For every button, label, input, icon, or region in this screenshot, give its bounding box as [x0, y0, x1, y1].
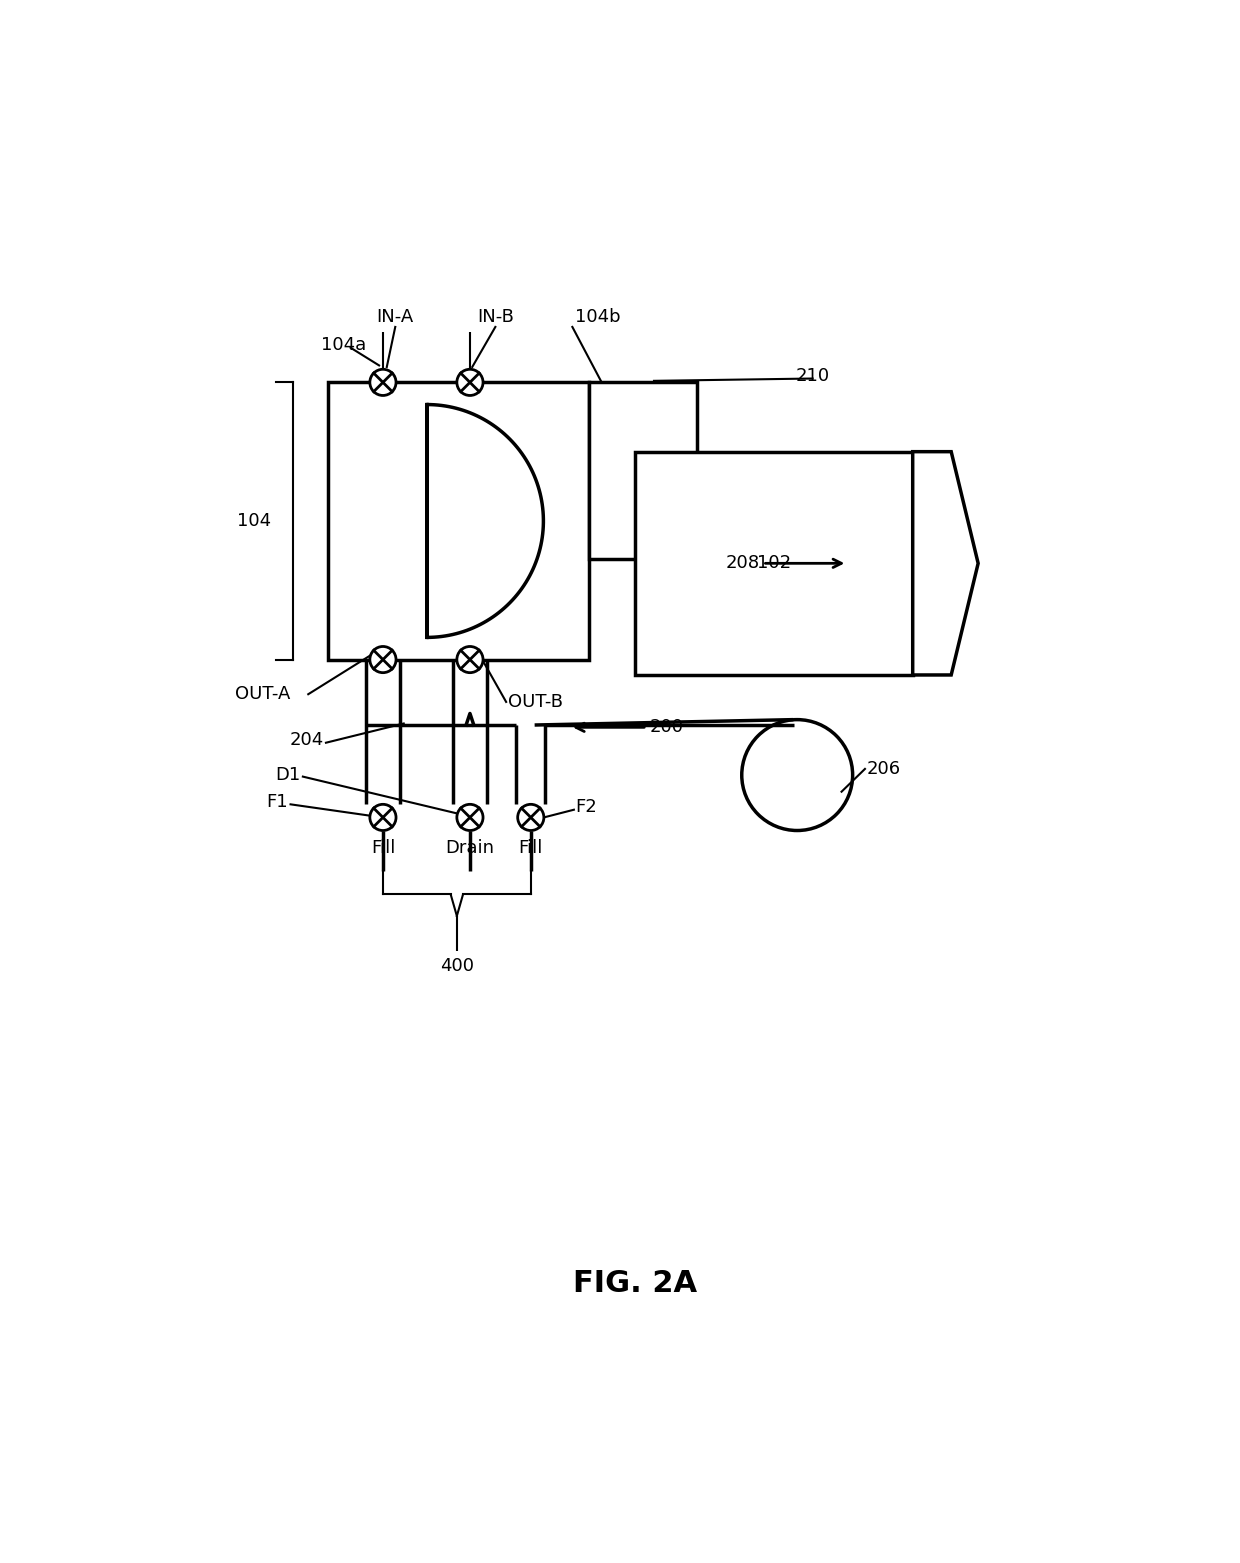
Text: 200: 200 — [650, 719, 683, 736]
Text: Fill: Fill — [518, 839, 543, 857]
Text: 204: 204 — [289, 731, 324, 749]
Circle shape — [370, 805, 396, 830]
Text: 208: 208 — [727, 555, 760, 572]
Text: IN-A: IN-A — [377, 308, 414, 327]
Circle shape — [456, 369, 484, 395]
Circle shape — [456, 805, 484, 830]
Text: FIG. 2A: FIG. 2A — [573, 1269, 698, 1297]
Circle shape — [742, 719, 853, 830]
Text: 206: 206 — [867, 760, 900, 778]
Text: F1: F1 — [265, 792, 288, 811]
Text: 210: 210 — [796, 367, 830, 384]
Text: OUT-B: OUT-B — [508, 692, 563, 711]
Text: 104a: 104a — [321, 336, 367, 355]
Text: OUT-A: OUT-A — [236, 685, 290, 703]
Text: Fill: Fill — [371, 839, 396, 857]
Text: 102: 102 — [758, 555, 791, 572]
Text: 104b: 104b — [575, 308, 621, 327]
Text: F2: F2 — [575, 799, 598, 816]
Text: 104: 104 — [237, 513, 272, 530]
Text: IN-B: IN-B — [477, 308, 513, 327]
Bar — [327, 383, 589, 660]
Circle shape — [456, 647, 484, 672]
Polygon shape — [913, 452, 978, 675]
Circle shape — [370, 369, 396, 395]
Text: 400: 400 — [440, 957, 474, 975]
Bar — [589, 383, 697, 560]
Circle shape — [370, 647, 396, 672]
Bar — [635, 452, 913, 675]
Text: D1: D1 — [275, 766, 300, 785]
Circle shape — [517, 805, 544, 830]
Text: Drain: Drain — [445, 839, 495, 857]
